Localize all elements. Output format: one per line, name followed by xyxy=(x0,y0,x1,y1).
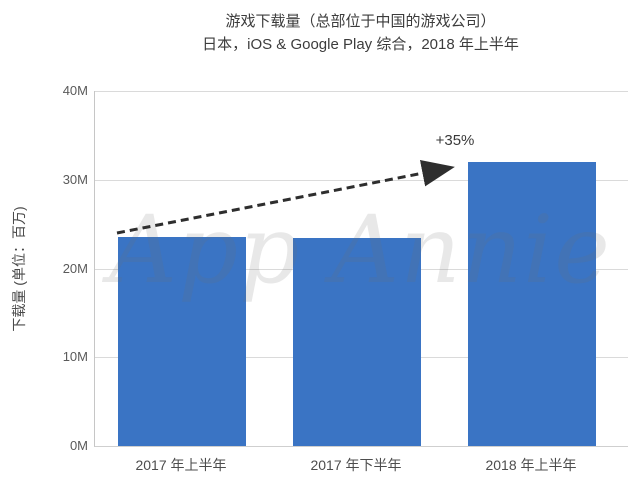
plot-area xyxy=(94,91,628,447)
y-tick-label: 30M xyxy=(62,172,88,187)
growth-annotation: +35% xyxy=(435,132,475,149)
chart-subtitle: 日本，iOS & Google Play 综合，2018 年上半年 xyxy=(202,36,519,53)
y-tick-label: 0M xyxy=(69,438,88,453)
x-axis-label: 2017 年下半年 xyxy=(310,457,402,473)
x-axis-label: 2017 年上半年 xyxy=(135,457,227,473)
bar-2018 年上半年 xyxy=(468,162,596,446)
y-tick-label: 10M xyxy=(62,349,88,364)
bar-2017 年下半年 xyxy=(293,238,421,446)
chart-header: 游戏下载量（总部位于中国的游戏公司） 日本，iOS & Google Play … xyxy=(94,10,627,56)
gridline-40M xyxy=(95,91,628,92)
y-tick-label: 20M xyxy=(62,261,88,276)
y-axis-title: 下载量 (单位：百万) xyxy=(11,206,27,332)
chart-title: 游戏下载量（总部位于中国的游戏公司） xyxy=(225,13,496,30)
bar-2017 年上半年 xyxy=(118,237,246,446)
x-axis-label: 2018 年上半年 xyxy=(485,457,577,473)
y-tick-label: 40M xyxy=(62,83,88,98)
